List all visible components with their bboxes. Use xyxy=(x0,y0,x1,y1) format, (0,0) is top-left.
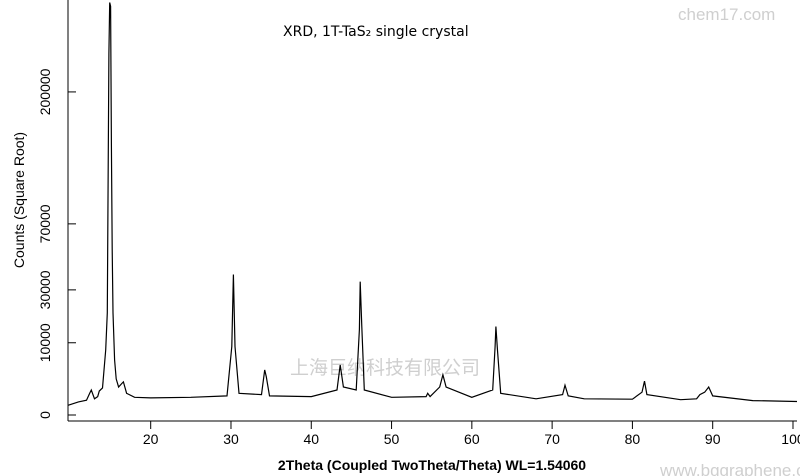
x-tick-label: 100 xyxy=(781,431,800,447)
watermark: www.bggraphene.com xyxy=(659,461,800,476)
y-axis-label: Counts (Square Root) xyxy=(11,132,27,268)
y-tick-label: 30000 xyxy=(37,270,53,309)
x-tick-label: 50 xyxy=(384,431,400,447)
x-tick-label: 40 xyxy=(303,431,319,447)
x-tick-label: 60 xyxy=(464,431,480,447)
x-axis-label: 2Theta (Coupled TwoTheta/Theta) WL=1.540… xyxy=(278,457,586,473)
x-tick-label: 30 xyxy=(223,431,239,447)
x-tick-label: 70 xyxy=(544,431,560,447)
y-tick-label: 200000 xyxy=(37,68,53,115)
data-line xyxy=(67,2,798,406)
watermark: 上海巨纳科技有限公司 xyxy=(290,357,480,379)
x-tick-label: 90 xyxy=(705,431,721,447)
y-tick-label: 10000 xyxy=(37,323,53,362)
chart-title: XRD, 1T-TaS₂ single crystal xyxy=(283,24,469,40)
y-tick-label: 70000 xyxy=(37,204,53,243)
y-tick-label: 0 xyxy=(37,411,53,419)
x-tick-label: 20 xyxy=(143,431,159,447)
x-tick-label: 80 xyxy=(625,431,641,447)
watermark: chem17.com xyxy=(678,5,775,24)
